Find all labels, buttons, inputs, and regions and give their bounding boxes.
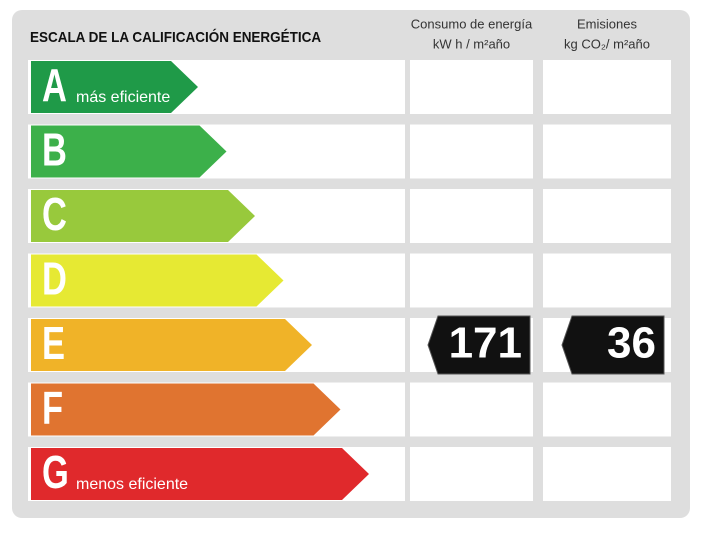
value-cell [410,382,533,437]
class-arrow [31,448,369,500]
class-arrow [31,190,255,242]
class-arrow [31,254,284,307]
class-letter: E [42,317,65,369]
value-cell [410,447,533,501]
rating-badge [561,315,665,375]
class-arrow [31,61,198,113]
class-arrow [31,125,227,178]
value-cell [543,382,671,437]
value-cell [543,447,671,501]
class-letter: F [42,382,63,434]
value-cell [410,124,533,179]
title: ESCALA DE LA CALIFICACIÓN ENERGÉTICA [30,27,321,46]
class-note: más eficiente [76,89,170,106]
class-arrow [31,319,312,371]
rating-badge [427,315,531,375]
rating-value: 36 [607,319,656,368]
rating-value: 171 [449,319,522,368]
class-arrow [31,383,341,436]
class-note: menos eficiente [76,476,188,493]
value-cell [543,253,671,308]
column-header: Consumo de energía [411,16,533,31]
value-cell [410,60,533,114]
value-cell [410,189,533,243]
class-letter: B [42,124,67,176]
value-cell [410,253,533,308]
class-letter: G [42,446,69,498]
column-unit: kg CO₂/ m²año [564,36,650,51]
value-cell [543,124,671,179]
value-cell [543,189,671,243]
column-header: Emisiones [577,16,637,31]
column-unit: kW h / m²año [433,36,510,51]
class-letter: C [42,188,67,240]
value-cell [543,60,671,114]
class-letter: A [42,59,67,111]
class-letter: D [42,253,67,305]
